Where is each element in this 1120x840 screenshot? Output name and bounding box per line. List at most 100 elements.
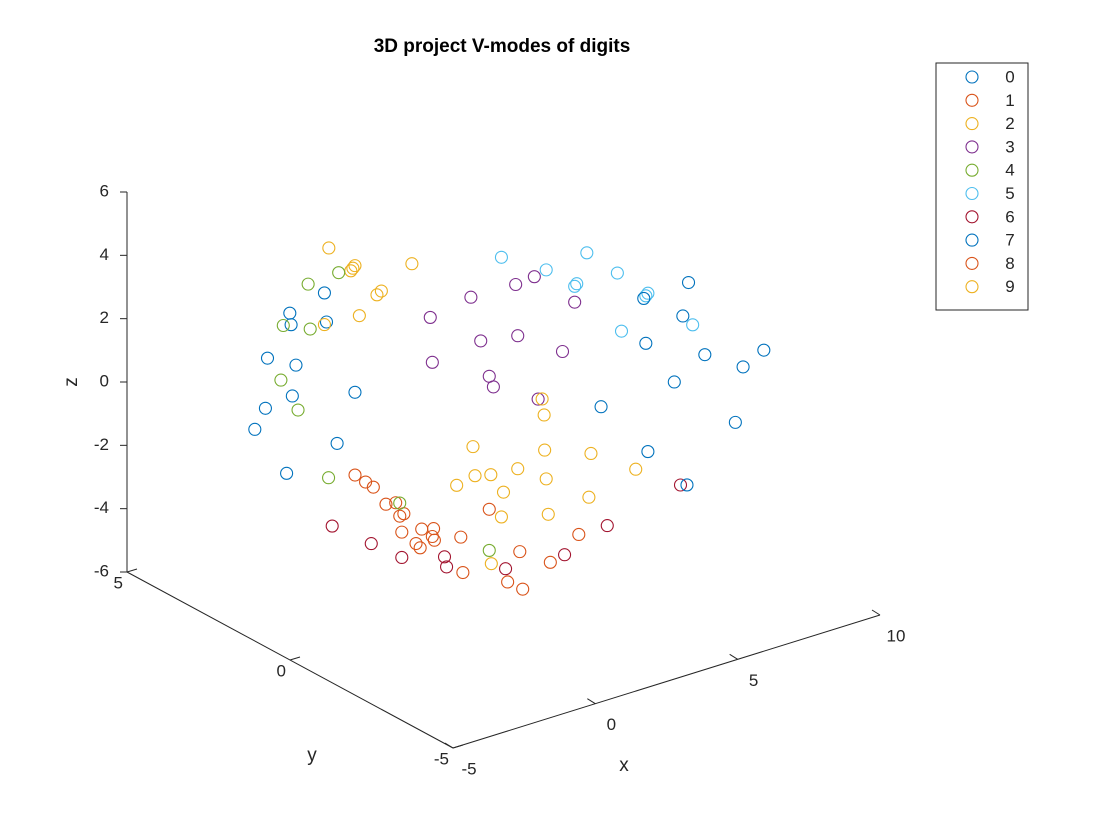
point [570, 277, 584, 291]
point [594, 400, 608, 414]
point [450, 478, 464, 492]
point [494, 510, 508, 524]
point [395, 550, 409, 565]
point [366, 480, 380, 494]
legend-label: 6 [1005, 207, 1014, 226]
z-tick-label: 4 [100, 245, 109, 264]
legend-marker [965, 186, 979, 201]
point [680, 478, 694, 492]
point [303, 322, 317, 336]
point [415, 522, 429, 536]
point [291, 403, 305, 417]
point [466, 440, 480, 454]
point [499, 562, 513, 576]
point [359, 475, 373, 489]
point [379, 497, 393, 511]
point [629, 462, 643, 476]
point [274, 373, 288, 387]
y-tick-label: 5 [114, 573, 123, 592]
point [409, 536, 423, 551]
point [639, 336, 653, 350]
legend-label: 3 [1005, 137, 1014, 156]
legend-marker [965, 280, 979, 294]
point [494, 250, 508, 264]
point [474, 334, 488, 348]
point [614, 324, 629, 338]
point [539, 263, 553, 277]
point [325, 519, 339, 533]
point [348, 259, 362, 273]
point [393, 509, 407, 523]
x-axis-label: x [619, 755, 629, 776]
z-axis-label: z [61, 377, 82, 387]
point [539, 472, 553, 486]
legend-label: 0 [1005, 67, 1014, 86]
point [440, 560, 454, 574]
y-tick [289, 656, 301, 661]
z-tick-label: 0 [100, 371, 109, 390]
point [676, 309, 690, 323]
x-tick [871, 609, 881, 616]
y-tick-label: 0 [277, 661, 286, 680]
point [667, 375, 681, 389]
point [558, 548, 572, 562]
legend-label: 7 [1005, 231, 1014, 250]
point [568, 279, 582, 293]
point [728, 415, 742, 429]
point [482, 369, 496, 383]
point [464, 290, 478, 304]
point [468, 469, 482, 483]
z-tick-label: -2 [94, 435, 109, 454]
point [405, 257, 419, 271]
point [352, 309, 366, 323]
legend-box [935, 62, 1029, 311]
point [425, 355, 439, 369]
point [555, 344, 570, 359]
point [389, 496, 403, 510]
point [757, 343, 771, 357]
point [513, 545, 527, 559]
point [572, 527, 586, 542]
point [276, 318, 290, 333]
point [395, 525, 409, 539]
point [332, 266, 346, 280]
z-tick-label: 6 [100, 181, 109, 200]
point [516, 582, 530, 596]
point [509, 277, 523, 292]
legend-label: 1 [1005, 91, 1014, 110]
chart-title: 3D project V-modes of digits [374, 36, 631, 57]
legend-label: 8 [1005, 254, 1014, 273]
point [527, 270, 541, 284]
legend-label: 5 [1005, 184, 1014, 203]
point [501, 575, 515, 589]
y-axis-label: y [307, 745, 317, 766]
point [686, 318, 700, 332]
x-tick-label: 10 [887, 626, 906, 645]
point [370, 288, 384, 302]
point [580, 246, 594, 260]
point [531, 392, 545, 406]
point [541, 507, 555, 521]
point [248, 422, 262, 436]
legend-marker [965, 256, 979, 270]
point [582, 490, 596, 504]
point [322, 241, 336, 255]
point [736, 360, 750, 374]
point [285, 389, 299, 403]
point [289, 358, 303, 372]
x-tick-label: 5 [749, 671, 758, 690]
legend-marker [965, 210, 979, 224]
point [374, 284, 388, 298]
point [641, 445, 655, 459]
legend-marker [965, 117, 979, 131]
point [535, 392, 549, 406]
point [637, 291, 651, 305]
point [437, 550, 452, 564]
x-axis [452, 614, 881, 749]
point [284, 318, 298, 332]
point [538, 443, 552, 457]
point [584, 446, 598, 461]
x-tick [444, 742, 454, 749]
point [610, 266, 624, 280]
